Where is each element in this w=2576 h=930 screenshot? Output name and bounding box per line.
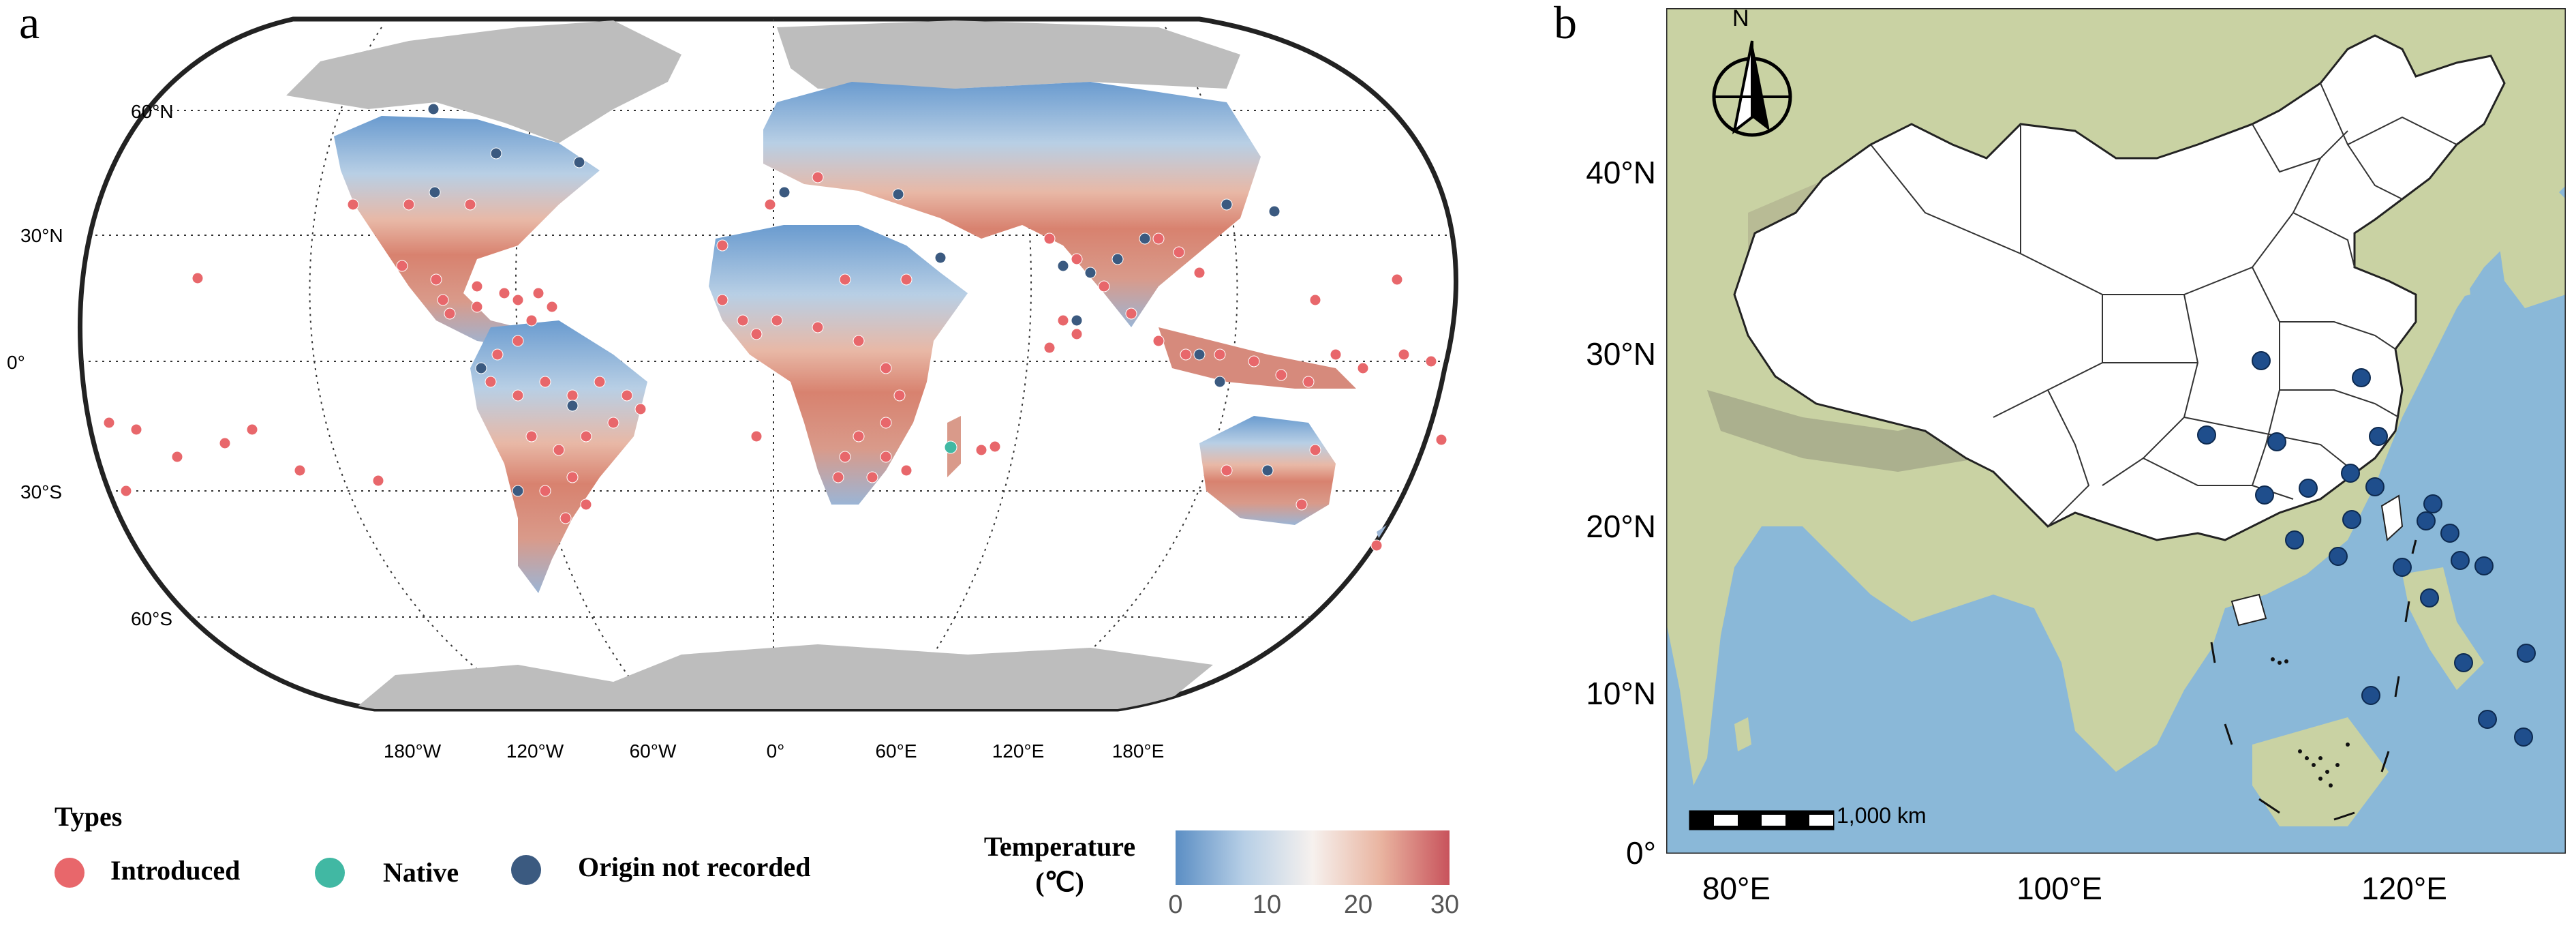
native-marker — [315, 858, 345, 888]
colorbar-title: Temperature (℃) — [961, 829, 1159, 900]
lon-label-120w: 120°W — [506, 740, 564, 762]
lon-label-0: 0° — [766, 740, 785, 762]
lat-label-20n: 20°N — [1586, 509, 1656, 544]
colorbar-title-line1: Temperature — [983, 831, 1136, 862]
lat-label-60s: 60°S — [131, 608, 173, 629]
lat-label-30n: 30°N — [1586, 336, 1656, 372]
panel-a-world-map: a — [7, 0, 1460, 919]
lon-label-120e: 120°E — [2361, 871, 2447, 906]
lat-label-30n: 30°N — [20, 225, 63, 246]
panel-b-china-map: b — [1547, 0, 2576, 930]
legend-label-native: Native — [383, 857, 459, 888]
world-map-svg — [78, 16, 1458, 712]
north-america — [334, 116, 600, 348]
japan — [2498, 185, 2566, 308]
panel-a-letter: a — [19, 0, 40, 48]
nine-dash-line — [2210, 539, 2417, 821]
borneo — [2252, 717, 2389, 826]
lon-label-120e: 120°E — [992, 740, 1045, 762]
lat-label-40n: 40°N — [1586, 155, 1656, 190]
legend-label-introduced: Introduced — [110, 855, 241, 886]
lat-label-0: 0° — [7, 352, 25, 373]
himalaya — [1707, 390, 1980, 472]
lat-label-10n: 10°N — [1586, 676, 1656, 711]
province-boundaries — [1870, 82, 2457, 527]
antarctica — [354, 644, 1213, 709]
colorbar-gradient — [1176, 830, 1450, 885]
lon-label-180e: 180°E — [1111, 740, 1165, 762]
scale-bar-label: 1,000 km — [1837, 803, 1927, 828]
legend-title: Types — [55, 801, 123, 832]
korea — [2436, 233, 2470, 301]
taiwan — [2380, 494, 2404, 541]
native-points — [944, 440, 957, 454]
china-map-svg — [1666, 8, 2566, 854]
legend-label-origin-not-recorded: Origin not recorded — [578, 852, 811, 882]
north-arrow-icon — [1712, 40, 1792, 137]
graticule — [80, 19, 1456, 709]
hainan — [2230, 593, 2267, 627]
lat-label-0: 0° — [1626, 835, 1656, 871]
colorbar-tick-30: 30 — [1430, 890, 1460, 919]
scale-bar — [1689, 810, 1835, 830]
panel-b-letter: b — [1554, 0, 1577, 48]
origin-not-recorded-marker — [511, 855, 541, 885]
introduced-marker — [55, 858, 85, 888]
lon-label-100e: 100°E — [2017, 871, 2102, 906]
lon-label-80e: 80°E — [1702, 871, 1771, 906]
south-america — [470, 320, 647, 593]
lon-label-60e: 60°E — [875, 740, 917, 762]
africa — [709, 225, 968, 505]
sri-lanka — [1734, 717, 1751, 751]
colorbar-tick-10: 10 — [1252, 890, 1282, 919]
arctic-russia — [777, 20, 1240, 89]
south-china-sea-islands — [2271, 657, 2350, 787]
colorbar-title-line2: (℃) — [1035, 867, 1084, 897]
lat-label-30s: 30°S — [20, 481, 63, 502]
eurasia — [763, 82, 1261, 327]
colorbar-tick-0: 0 — [1168, 890, 1183, 919]
lon-label-180w: 180°W — [383, 740, 442, 762]
north-label: N — [1732, 5, 1749, 31]
sample-points — [2197, 351, 2536, 747]
origin-not-recorded-points — [427, 103, 1281, 497]
lat-label-60n: 60°N — [131, 101, 174, 122]
introduced-points — [103, 171, 1447, 552]
colorbar-tick-20: 20 — [1343, 890, 1373, 919]
greenland-arctic — [286, 20, 681, 143]
lon-label-60w: 60°W — [629, 740, 677, 762]
